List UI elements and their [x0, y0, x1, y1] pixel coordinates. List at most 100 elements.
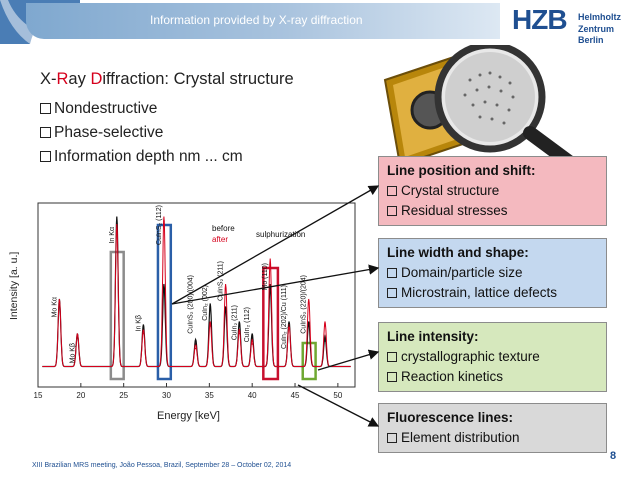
after-peak-point [116, 227, 118, 230]
before-peak-point [251, 337, 253, 339]
callout-item-text: Crystal structure [401, 183, 500, 198]
sulphurization-annotation: sulphurization [256, 230, 305, 239]
callout-item: Domain/particle size [387, 263, 598, 283]
checkbox-bullet-icon [387, 433, 397, 443]
callout-item: crystallographic texture [387, 347, 598, 367]
before-peak-point [142, 328, 145, 330]
after-peak-point [324, 325, 326, 327]
checkbox-bullet-icon [40, 103, 51, 114]
before-peak-point [194, 343, 197, 345]
bullet-list: Nondestructive Phase-selective Informati… [40, 97, 243, 169]
before-peak-point [288, 325, 290, 327]
peak-label: CuInS₂ (220)/(204) [301, 275, 308, 334]
bullet-item: Nondestructive [40, 97, 243, 121]
checkbox-bullet-icon [387, 372, 397, 382]
callout-item-text: Domain/particle size [401, 265, 523, 280]
callout-item-text: Element distribution [401, 430, 520, 445]
legend-before-label: before [212, 224, 235, 233]
peak-label: CuInS₂ (200)/(004) [188, 275, 195, 334]
title-part-1: X- [40, 70, 57, 88]
bullet-item: Information depth nm ... cm [40, 145, 243, 169]
legend-after-label: after [212, 235, 228, 244]
title-part-3: ay [68, 70, 91, 88]
bullet-text: Nondestructive [54, 100, 158, 117]
before-peak-point [324, 340, 326, 342]
checkbox-bullet-icon [387, 352, 397, 362]
checkbox-bullet-icon [40, 151, 51, 162]
callout-heading: Fluorescence lines: [387, 410, 514, 425]
checkbox-bullet-icon [40, 127, 51, 138]
peak-label: CuInS₂ (211) [218, 261, 225, 301]
x-axis-label: Energy [keV] [157, 410, 220, 422]
after-peak-point [269, 262, 271, 264]
after-peak-point [307, 302, 310, 305]
after-peak-point [194, 347, 197, 350]
bullet-item: Phase-selective [40, 121, 243, 145]
before-peak-point [163, 287, 165, 290]
callout-item: Crystal structure [387, 181, 598, 201]
callout-item: Reaction kinetics [387, 367, 598, 387]
callout-line-position: Line position and shift: Crystal structu… [378, 156, 607, 226]
x-tick-label: 20 [76, 391, 85, 400]
title-part-5: iffraction: Crystal structure [102, 70, 294, 88]
y-axis-label: Intensity [a. u.] [8, 251, 20, 320]
hzb-logo: HZB Helmholtz Zentrum Berlin [512, 4, 632, 45]
callout-heading: Line intensity: [387, 329, 479, 344]
before-peak-point [116, 220, 118, 222]
callout-item: Element distribution [387, 428, 598, 448]
peak-label: In Kα [109, 227, 116, 244]
before-peak-point [209, 307, 212, 309]
after-peak-point [238, 332, 241, 335]
peak-label: CuIn₂ (002) [202, 285, 209, 321]
peak-label: In Kβ [135, 315, 142, 331]
before-peak-point [307, 325, 310, 327]
title-part-2: R [56, 70, 69, 88]
header-band [26, 3, 500, 39]
callout-line-intensity: Line intensity: crystallographic texture… [378, 322, 607, 392]
page-number: 8 [610, 450, 617, 462]
after-peak-point [142, 332, 145, 335]
peak-label: CuInS₂ (112) [156, 205, 163, 245]
footer-text: XIII Brazilian MRS meeting, João Pessoa,… [32, 462, 292, 469]
callout-fluorescence: Fluorescence lines: Element distribution [378, 403, 607, 453]
before-peak-point [238, 325, 241, 327]
after-peak-point [58, 302, 61, 305]
checkbox-bullet-icon [387, 186, 397, 196]
slide-header: Information provided by X-ray diffractio… [0, 0, 638, 48]
callout-heading: Line position and shift: [387, 163, 536, 178]
bullet-text: Information depth nm ... cm [54, 148, 243, 165]
peak-label: Mo Kβ [69, 343, 76, 363]
callout-item-text: crystallographic texture [401, 349, 540, 364]
callout-item-text: Microstrain, lattice defects [401, 285, 558, 300]
logo-line-1: Helmholtz [578, 12, 622, 22]
peak-label: CuIn₂ (202)/Cu (111) [281, 285, 288, 349]
checkbox-bullet-icon [387, 268, 397, 278]
logo-mark: HZB [512, 4, 568, 35]
before-peak-point [269, 287, 271, 290]
peak-label: CuIn₂ (112) [244, 307, 251, 342]
after-series-line [42, 216, 351, 367]
logo-line-2: Zentrum Berlin [578, 24, 614, 45]
title-part-4: D [90, 70, 103, 88]
x-tick-label: 45 [291, 391, 300, 400]
header-swoosh-decoration [0, 0, 80, 44]
checkbox-bullet-icon [387, 288, 397, 298]
callout-item: Microstrain, lattice defects [387, 283, 598, 303]
callout-item: Residual stresses [387, 201, 598, 221]
x-tick-label: 35 [205, 391, 214, 400]
peak-label: Mo (110) [262, 263, 269, 291]
after-peak-point [76, 337, 79, 339]
after-peak-point [288, 328, 290, 330]
peak-label: Mo Kα [51, 297, 58, 317]
checkbox-bullet-icon [387, 206, 397, 216]
x-tick-label: 25 [119, 391, 128, 400]
after-peak-point [224, 287, 227, 290]
callout-item-text: Residual stresses [401, 203, 508, 218]
x-tick-label: 30 [162, 391, 171, 400]
header-title: Information provided by X-ray diffractio… [150, 13, 363, 27]
peak-label: CuIn₂ (211) [231, 305, 238, 340]
slide-title: X-Ray Diffraction: Crystal structure [40, 70, 294, 89]
callout-item-text: Reaction kinetics [401, 369, 504, 384]
before-peak-point [224, 310, 227, 312]
callout-line-width: Line width and shape: Domain/particle si… [378, 238, 607, 308]
